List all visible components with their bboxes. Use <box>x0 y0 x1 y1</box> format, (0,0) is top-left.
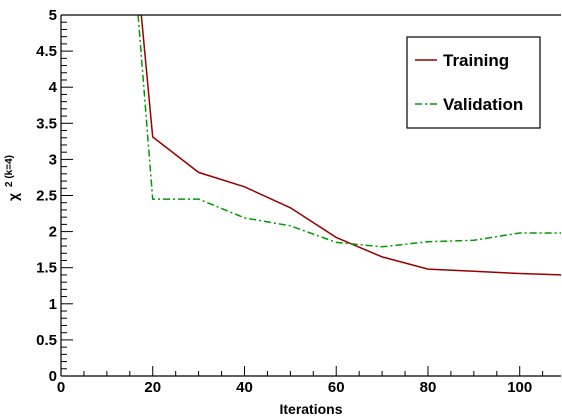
y-tick-label: 2.5 <box>36 188 57 205</box>
series-layer <box>137 15 561 276</box>
y-tick-label: 5 <box>49 7 57 24</box>
x-tick-label: 100 <box>507 379 532 396</box>
y-axis-title-main: χ <box>5 193 21 201</box>
y-axis-title-sup: 2 (k=4) <box>4 155 15 187</box>
y-axis-title: χ 2 (k=4) <box>4 155 21 201</box>
x-tick-label: 20 <box>144 379 161 396</box>
y-tick-label: 2 <box>49 224 57 241</box>
y-tick-label: 4 <box>49 79 58 96</box>
series-line-validation <box>137 15 561 248</box>
y-tick-label: 0 <box>49 368 57 385</box>
legend-label-training: Training <box>443 51 509 70</box>
x-tick-label: 60 <box>328 379 345 396</box>
tick-layer: 0 20 40 60 80 100 0 0.5 1 1.5 2 2.5 3 3.5 4 4.5 5 <box>36 7 544 396</box>
y-tick-label: 1.5 <box>36 260 57 277</box>
legend-label-validation: Validation <box>443 95 523 114</box>
y-tick-label: 3 <box>49 151 57 168</box>
y-tick-label: 0.5 <box>36 332 57 349</box>
legend-box <box>406 36 541 129</box>
series-line-training <box>140 15 561 276</box>
y-tick-label: 4.5 <box>36 43 57 60</box>
x-axis-title: Iterations <box>279 401 342 416</box>
y-tick-label: 1 <box>49 296 57 313</box>
x-tick-label: 40 <box>236 379 253 396</box>
legend: Training Validation <box>406 36 541 129</box>
y-tick-label: 3.5 <box>36 115 57 132</box>
x-tick-label: 0 <box>57 379 65 396</box>
x-tick-label: 80 <box>420 379 437 396</box>
